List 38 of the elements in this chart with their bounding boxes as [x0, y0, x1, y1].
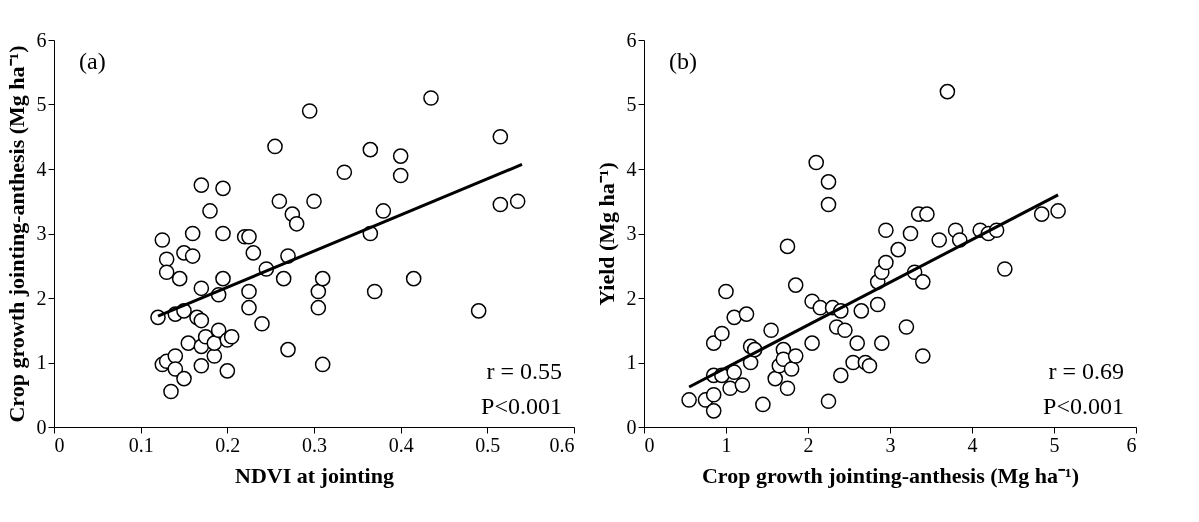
annotation: r = 0.55: [486, 358, 562, 384]
y-tick-label: 3: [36, 222, 47, 244]
x-tick-label: 0: [644, 433, 655, 456]
y-tick-label: 0: [626, 415, 637, 438]
y-tick-label: 4: [626, 157, 637, 180]
x-tick-label: 6: [1126, 433, 1137, 456]
x-tick-label: 0.6: [549, 433, 575, 456]
y-tick-label: 4: [36, 157, 47, 180]
annotation: P<0.001: [1043, 393, 1124, 419]
x-tick-label: 0.5: [475, 433, 501, 456]
y-tick-label: 6: [626, 28, 637, 51]
x-tick-label: 1: [721, 433, 732, 456]
y-tick-label: 1: [626, 351, 637, 373]
y-tick-label: 5: [36, 93, 47, 115]
x-tick-label: 4: [967, 433, 978, 456]
y-tick-label: 2: [626, 286, 637, 309]
x-tick-label: 0.1: [128, 433, 154, 456]
x-tick-label: 0.4: [388, 433, 414, 456]
y-tick-label: 2: [36, 286, 47, 309]
x-tick-label: 0.2: [215, 433, 241, 456]
annotation: (a): [79, 48, 106, 74]
y-tick-label: 1: [36, 351, 47, 373]
y-tick-label: 5: [626, 93, 637, 115]
y-tick-label: 6: [36, 28, 47, 51]
x-tick-label: 0.3: [302, 433, 327, 456]
x-axis-title: NDVI at jointing: [235, 462, 394, 488]
x-tick-label: 0: [54, 433, 65, 456]
annotation: r = 0.69: [1048, 358, 1124, 384]
x-tick-label: 3: [885, 433, 896, 456]
x-tick-label: 5: [1049, 433, 1060, 456]
x-axis-title: Crop growth jointing-anthesis (Mg ha⁻¹): [701, 462, 1080, 488]
annotation: (b): [669, 48, 697, 74]
y-axis-title: Crop growth jointing-anthesis (Mg ha⁻¹): [3, 45, 29, 423]
x-tick-label: 2: [803, 433, 814, 456]
y-axis-title: Yield (Mg ha⁻¹): [593, 162, 619, 306]
y-tick-label: 0: [36, 415, 47, 438]
annotation: P<0.001: [481, 393, 562, 419]
y-tick-label: 3: [626, 222, 637, 244]
